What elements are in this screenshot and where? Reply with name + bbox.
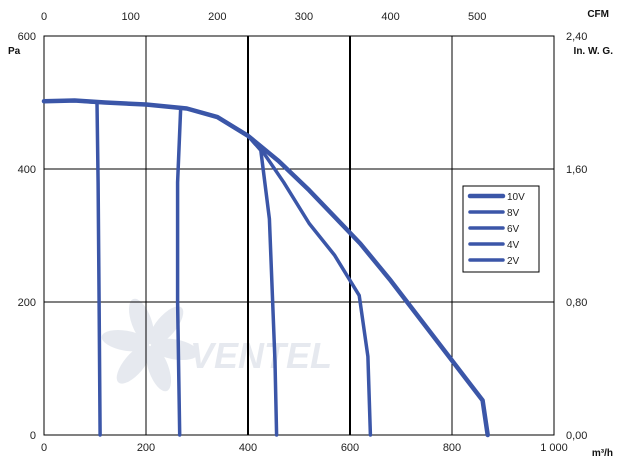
y-right-tick-label: 1,60 bbox=[566, 164, 587, 176]
legend-label: 8V bbox=[507, 208, 520, 219]
x-bottom-tick-label: 600 bbox=[341, 442, 359, 454]
series-line-10V bbox=[41, 98, 490, 438]
legend: 10V 8V 6V 4V 2V bbox=[462, 185, 540, 273]
x-top-tick-label: 300 bbox=[295, 11, 313, 23]
plot-frame bbox=[43, 35, 555, 436]
y-right-unit: In. W. G. bbox=[574, 46, 614, 57]
watermark-text: VENTEL bbox=[190, 335, 332, 376]
x-top-tick-label: 400 bbox=[381, 11, 399, 23]
x-bottom-unit: m³/h bbox=[592, 448, 613, 459]
x-bottom-tick-label: 0 bbox=[41, 442, 47, 454]
x-top-tick-label: 0 bbox=[41, 11, 47, 23]
y-right-tick-label: 2,40 bbox=[566, 31, 587, 43]
x-top-tick-label: 200 bbox=[208, 11, 226, 23]
x-bottom-tick-label: 800 bbox=[443, 442, 461, 454]
y-left-tick-label: 600 bbox=[18, 31, 36, 43]
legend-label: 2V bbox=[507, 256, 520, 267]
series-line-8V bbox=[42, 98, 373, 437]
y-left-tick-label: 200 bbox=[18, 297, 36, 309]
y-left-tick-label: 0 bbox=[30, 430, 36, 442]
y-left-tick-label: 400 bbox=[18, 164, 36, 176]
x-bottom-tick-label: 400 bbox=[239, 442, 257, 454]
legend-label: 4V bbox=[507, 240, 520, 251]
y-right-tick-label: 0,80 bbox=[566, 297, 587, 309]
series-line-2V bbox=[42, 98, 102, 437]
legend-label: 6V bbox=[507, 224, 520, 235]
x-top-tick-label: 500 bbox=[468, 11, 486, 23]
x-bottom-tick-label: 200 bbox=[137, 442, 155, 454]
x-top-unit: CFM bbox=[587, 9, 609, 20]
x-top-tick-label: 100 bbox=[121, 11, 139, 23]
fan-blade-logo bbox=[101, 298, 199, 392]
x-bottom-tick-label: 1 000 bbox=[540, 442, 568, 454]
y-right-tick-label: 0,00 bbox=[566, 430, 587, 442]
ventel-watermark: VENTEL bbox=[101, 298, 332, 392]
legend-label: 10V bbox=[507, 192, 525, 203]
y-left-unit: Pa bbox=[8, 46, 21, 57]
